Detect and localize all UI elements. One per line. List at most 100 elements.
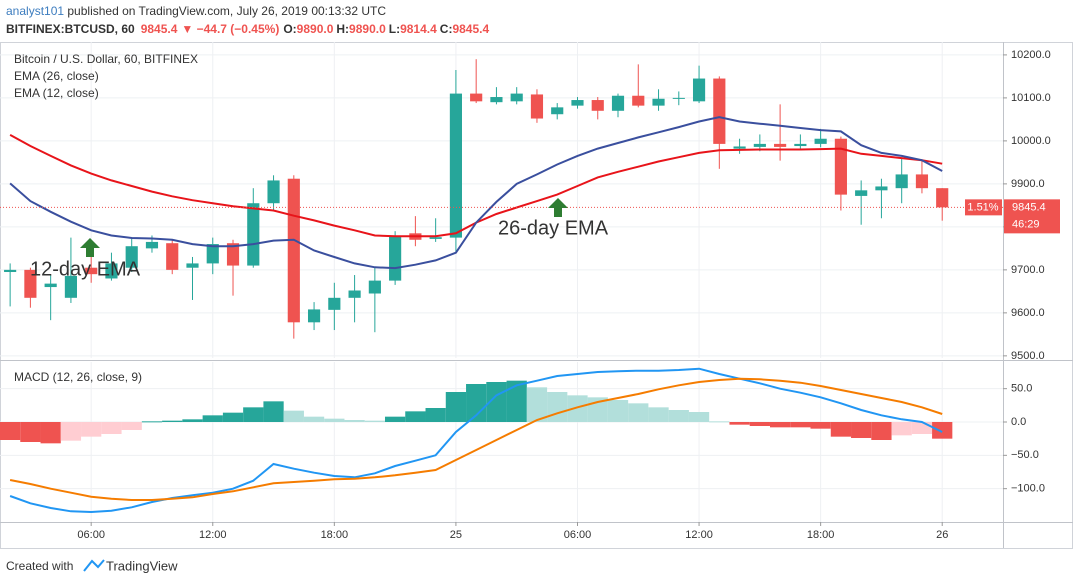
ohlc-value: 9890.0 bbox=[297, 22, 334, 36]
candle-body bbox=[672, 97, 685, 99]
candle-body bbox=[226, 243, 240, 266]
histogram-bar bbox=[932, 422, 953, 439]
symbol-line: BITFINEX:BTCUSD, 60 9845.4 ▼ −44.7 (−0.45%… bbox=[6, 22, 489, 36]
candle-body bbox=[449, 93, 462, 238]
x-tick-label: 18:00 bbox=[321, 529, 349, 541]
histogram-bar bbox=[384, 416, 406, 422]
macd-title: MACD (12, 26, close, 9) bbox=[14, 370, 142, 384]
arrow bbox=[80, 238, 100, 257]
candle-body bbox=[470, 93, 483, 102]
histogram-bar bbox=[871, 422, 892, 440]
y-tick-label: −100.0 bbox=[1011, 483, 1045, 495]
ohlc-value: 9845.4 bbox=[452, 22, 489, 36]
histogram-bar bbox=[729, 422, 750, 425]
histogram-bar bbox=[60, 422, 82, 441]
histogram-bar bbox=[40, 422, 61, 444]
y-tick-label: 0.0 bbox=[1011, 416, 1026, 428]
candle-body bbox=[530, 94, 544, 119]
candle-body bbox=[24, 269, 37, 298]
histogram-bar bbox=[121, 422, 142, 430]
footer-text: Created with bbox=[6, 559, 73, 573]
legend-entry: EMA (26, close) bbox=[14, 69, 99, 83]
histogram-bar bbox=[790, 422, 811, 428]
histogram-bar bbox=[141, 421, 163, 423]
change: ▼ −44.7 (−0.45%) bbox=[181, 22, 279, 36]
candle-body bbox=[611, 95, 625, 111]
y-tick-label: −50.0 bbox=[1011, 449, 1039, 461]
candle-body bbox=[551, 107, 564, 115]
candle-body bbox=[4, 269, 17, 273]
histogram-bar bbox=[283, 410, 304, 422]
price-box bbox=[1004, 199, 1060, 234]
histogram-bar bbox=[567, 395, 588, 422]
candle-body bbox=[774, 143, 787, 147]
y-tick-label: 9900.0 bbox=[1011, 178, 1045, 190]
y-tick-label: 9700.0 bbox=[1011, 264, 1045, 276]
histogram-bar bbox=[506, 380, 527, 422]
percent-label: 1.51% bbox=[967, 201, 998, 213]
y-tick-label: 50.0 bbox=[1011, 383, 1032, 395]
candle-body bbox=[125, 246, 138, 268]
histogram-bar bbox=[607, 400, 629, 422]
ohlc-value: 9890.0 bbox=[349, 22, 386, 36]
candle-body bbox=[834, 138, 847, 195]
histogram-bar bbox=[222, 412, 244, 422]
candle-body bbox=[591, 100, 604, 111]
last: 9845.4 bbox=[141, 22, 178, 36]
candle-body bbox=[247, 203, 260, 266]
histogram-bar bbox=[526, 387, 548, 422]
y-tick-label: 10100.0 bbox=[1011, 92, 1051, 104]
y-tick-label: 9500.0 bbox=[1011, 350, 1045, 362]
candle-body bbox=[429, 237, 442, 239]
annotation: 26-day EMA bbox=[498, 217, 609, 239]
candle-body bbox=[105, 263, 118, 279]
y-tick-label: 10200.0 bbox=[1011, 49, 1051, 61]
histogram-bar bbox=[648, 407, 669, 422]
candle-body bbox=[267, 180, 280, 204]
header-line: analyst101 published on TradingView.com,… bbox=[6, 4, 386, 18]
x-tick-label: 25 bbox=[450, 529, 462, 541]
histogram-bar bbox=[405, 411, 426, 422]
histogram-bar bbox=[324, 418, 345, 422]
candle-body bbox=[632, 95, 645, 106]
candle-body bbox=[348, 290, 361, 298]
percent-box bbox=[965, 199, 1002, 216]
histogram-bar bbox=[911, 422, 933, 434]
histogram-bar bbox=[0, 422, 21, 440]
ohlc-label: C: bbox=[440, 22, 453, 36]
histogram-bar bbox=[81, 422, 102, 437]
logo bbox=[83, 559, 105, 572]
annotation: 12-day EMA bbox=[30, 258, 141, 280]
histogram-bar bbox=[891, 422, 912, 436]
candle-body bbox=[510, 93, 523, 102]
candle-body bbox=[490, 97, 503, 103]
candle-body bbox=[368, 280, 381, 294]
histogram-bar bbox=[830, 422, 852, 437]
plot-layer: 06:00 12:00 18:00 25 06:00 12:00 18:00 26 9500.0… bbox=[0, 42, 1051, 541]
candle-body bbox=[389, 236, 402, 281]
ohlc-value: 9814.4 bbox=[400, 22, 437, 36]
arrow bbox=[548, 198, 568, 217]
histogram-bar bbox=[749, 422, 770, 426]
candle-body bbox=[692, 78, 706, 102]
histogram-bar bbox=[303, 416, 325, 422]
candle-body bbox=[875, 186, 888, 191]
countdown: 46:29 bbox=[1012, 218, 1040, 230]
candle-body bbox=[915, 174, 929, 189]
candle-body bbox=[936, 188, 949, 208]
histogram-bar bbox=[101, 422, 122, 434]
y-tick-label: 9600.0 bbox=[1011, 307, 1045, 319]
histogram-bar bbox=[769, 422, 791, 428]
candle-body bbox=[64, 275, 77, 298]
histogram-bar bbox=[445, 392, 467, 422]
histogram-bar bbox=[182, 419, 203, 422]
histogram-bar bbox=[263, 401, 284, 422]
candle-body bbox=[814, 138, 827, 144]
footer-brand[interactable]: TradingView bbox=[106, 558, 178, 573]
x-tick-label: 06:00 bbox=[564, 529, 592, 541]
candle-body bbox=[713, 78, 726, 144]
author: analyst101 bbox=[6, 4, 64, 18]
candle-body bbox=[307, 309, 321, 323]
candle-body bbox=[733, 146, 746, 149]
